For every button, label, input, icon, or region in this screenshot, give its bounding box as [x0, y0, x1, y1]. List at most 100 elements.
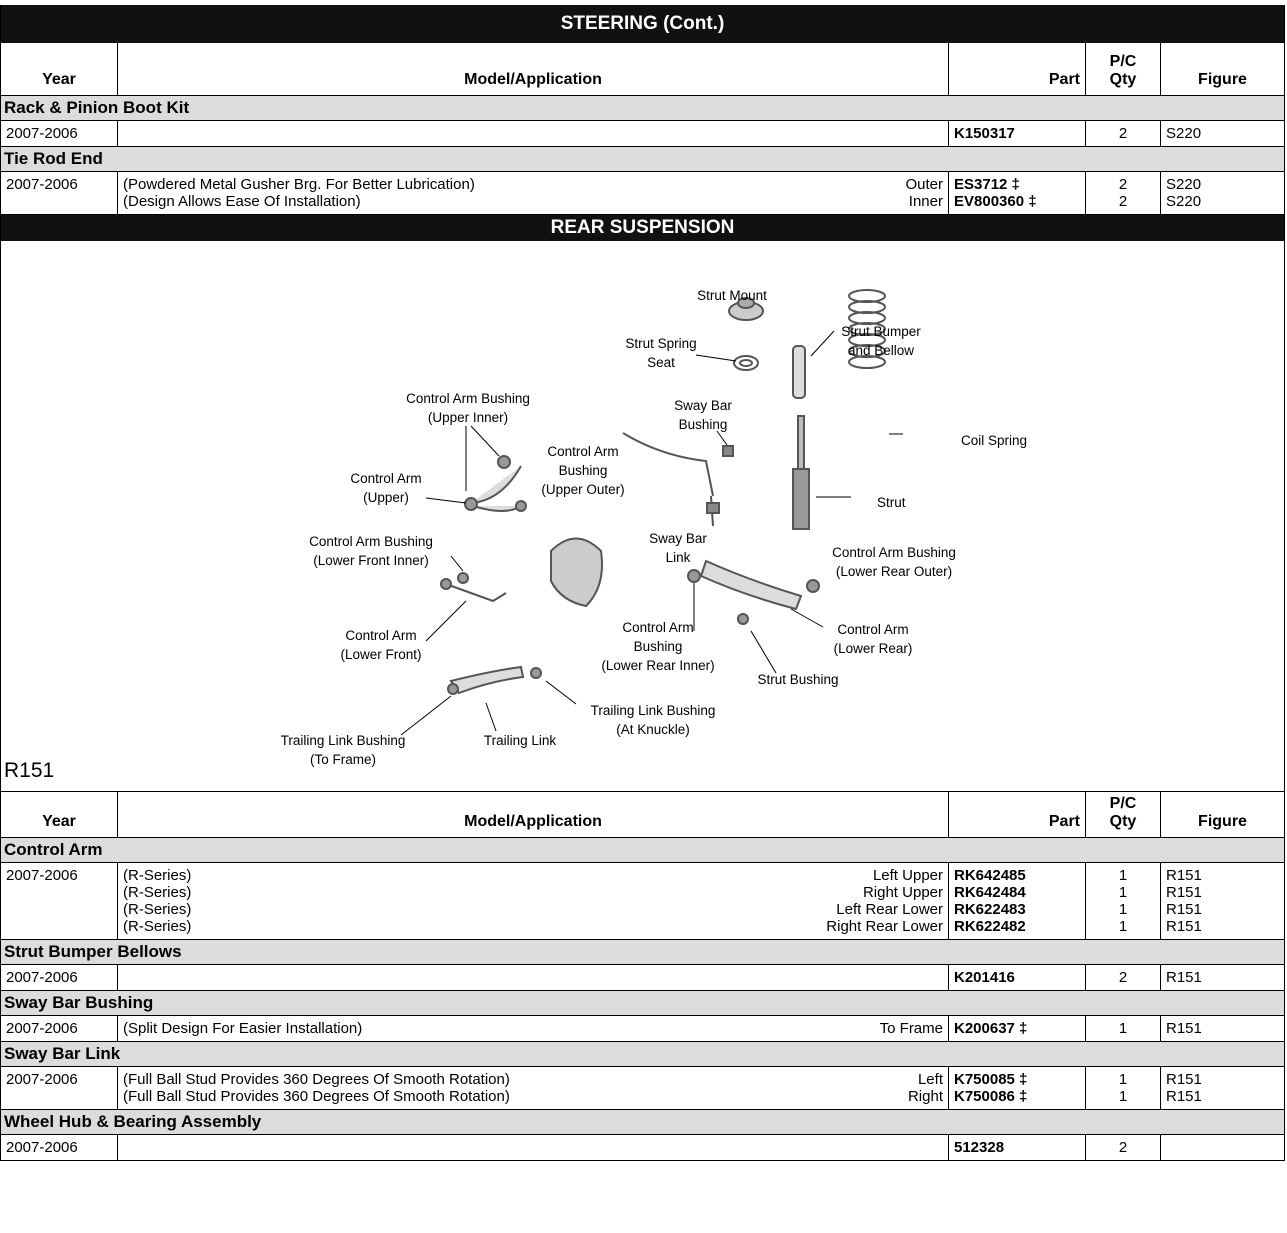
diagram-label-line: Control Arm Bushing — [832, 545, 956, 560]
diagram-label-line: Strut Bumper — [841, 324, 921, 339]
section-title: REAR SUSPENSION — [1, 215, 1284, 241]
model-line — [123, 1139, 943, 1156]
diagram-label: Trailing Link — [484, 731, 556, 750]
year: 2007-2006 — [6, 1020, 78, 1037]
qty: 2 — [1118, 176, 1128, 193]
model-cell: (Powdered Metal Gusher Brg. For Better L… — [118, 172, 949, 214]
data-row: 2007-2006 512328 2 — [1, 1135, 1284, 1161]
qty-line: 2 — [1091, 193, 1155, 210]
model-line: (R-Series) Right Rear Lower — [123, 918, 943, 935]
diagram-label: Control Arm Bushing (Lower Front Inner) — [309, 532, 433, 570]
figure-line: S220 — [1166, 125, 1279, 142]
qty: 1 — [1118, 1071, 1128, 1088]
year: 2007-2006 — [6, 867, 78, 884]
diagram-label-line: Bushing — [678, 417, 728, 432]
figure-header: Figure — [1198, 71, 1247, 88]
qty-cell: 2 — [1086, 1135, 1161, 1160]
qty: 1 — [1118, 901, 1128, 918]
model-line: (R-Series) Left Rear Lower — [123, 901, 943, 918]
position: Right Upper — [862, 884, 943, 901]
diagram-label-line: Control Arm — [547, 444, 619, 459]
qty-cell: 1 — [1086, 1016, 1161, 1041]
figure-cell: S220 — [1161, 121, 1284, 146]
diagram-label-line: Strut Mount — [697, 288, 767, 303]
figure-cell — [1161, 1135, 1284, 1160]
figure: R151 — [1166, 918, 1202, 935]
model-line — [123, 969, 943, 986]
qty: 1 — [1118, 884, 1128, 901]
diagram-label: Strut Bumper and Bellow — [841, 322, 921, 360]
data-row: 2007-2006 (Powdered Metal Gusher Brg. For… — [1, 172, 1284, 215]
figure-header: Figure — [1198, 813, 1247, 830]
position: Left — [917, 1071, 943, 1088]
data-row: 2007-2006 K201416 2 R151 — [1, 965, 1284, 991]
position: Left Upper — [872, 867, 943, 884]
section-title: STEERING (Cont.) — [1, 5, 1284, 43]
figure-line: R151 — [1166, 901, 1279, 918]
part: RK622483 — [954, 901, 1026, 918]
model: (Powdered Metal Gusher Brg. For Better L… — [123, 176, 475, 193]
group-title: Rack & Pinion Boot Kit — [1, 96, 1284, 121]
figure: R151 — [1166, 1020, 1202, 1037]
model-cell — [118, 1135, 949, 1160]
qty: 2 — [1118, 125, 1128, 142]
group-title: Strut Bumper Bellows — [1, 940, 1284, 965]
year: 2007-2006 — [6, 1071, 78, 1088]
data-row: 2007-2006 (R-Series) Left Upper (R-Series) R… — [1, 863, 1284, 940]
diagram-label-line: Coil Spring — [961, 433, 1028, 448]
year-header: Year — [1, 792, 118, 837]
qty-line: 1 — [1091, 918, 1155, 935]
figure: R151 — [1166, 884, 1202, 901]
qty-header-cell: P/C Qty — [1086, 792, 1161, 837]
year-cell: 2007-2006 — [1, 1016, 118, 1041]
diagram-label: Strut — [877, 493, 906, 512]
year: 2007-2006 — [6, 969, 78, 986]
figure: S220 — [1166, 125, 1202, 142]
part: EV800360 ‡ — [954, 193, 1037, 210]
qty: 1 — [1118, 1020, 1128, 1037]
diagram-label-line: (Upper) — [363, 490, 409, 505]
diagram-label-line: (At Knuckle) — [616, 722, 690, 737]
diagram-label: Trailing Link Bushing (At Knuckle) — [591, 701, 716, 739]
model-line: (Full Ball Stud Provides 360 Degrees Of … — [123, 1088, 943, 1105]
qty-cell: 2 — [1086, 965, 1161, 990]
diagram-label-line: Strut Spring — [625, 336, 697, 351]
diagram-label-line: Trailing Link — [483, 733, 557, 748]
part-line: RK642484 — [954, 884, 1080, 901]
part-line: K750086 ‡ — [954, 1088, 1080, 1105]
model-cell: (Split Design For Easier Installation) To… — [118, 1016, 949, 1041]
part-cell: K200637 ‡ — [949, 1016, 1086, 1041]
diagram-label: Sway Bar Bushing — [674, 396, 732, 434]
figure-line — [1166, 1139, 1279, 1156]
diagram-label-line: Link — [665, 550, 691, 565]
model: (Design Allows Ease Of Installation) — [123, 193, 361, 210]
part-line: K200637 ‡ — [954, 1020, 1080, 1037]
qty-line: 2 — [1091, 176, 1155, 193]
part: RK642484 — [954, 884, 1026, 901]
catalog-page: STEERING (Cont.) Year Model/Application Par… — [0, 5, 1285, 1161]
position: Inner — [908, 193, 943, 210]
year: 2007-2006 — [6, 125, 78, 142]
part: ES3712 ‡ — [954, 176, 1020, 193]
column-header: Year Model/Application Part P/C Qty Figure — [1, 792, 1284, 838]
year-cell: 2007-2006 — [1, 1135, 118, 1160]
part-line: RK642485 — [954, 867, 1080, 884]
model-line: (Design Allows Ease Of Installation) Inne… — [123, 193, 943, 210]
figure-line: S220 — [1166, 176, 1279, 193]
part-header: Part — [949, 43, 1086, 95]
data-row: 2007-2006 K150317 2 S220 — [1, 121, 1284, 147]
model-line: (R-Series) Left Upper — [123, 867, 943, 884]
figure-line: R151 — [1166, 918, 1279, 935]
figure-cell: R151 — [1161, 965, 1284, 990]
model-header: Model/Application — [118, 792, 949, 837]
model-header: Model/Application — [118, 43, 949, 95]
part-cell: K750085 ‡ K750086 ‡ — [949, 1067, 1086, 1109]
part-line: K750085 ‡ — [954, 1071, 1080, 1088]
year-cell: 2007-2006 — [1, 863, 118, 939]
qty-header: P/C Qty — [1109, 53, 1137, 88]
part-cell: K201416 — [949, 965, 1086, 990]
diagram-label: Sway Bar Link — [649, 529, 707, 567]
part-line: ES3712 ‡ — [954, 176, 1080, 193]
